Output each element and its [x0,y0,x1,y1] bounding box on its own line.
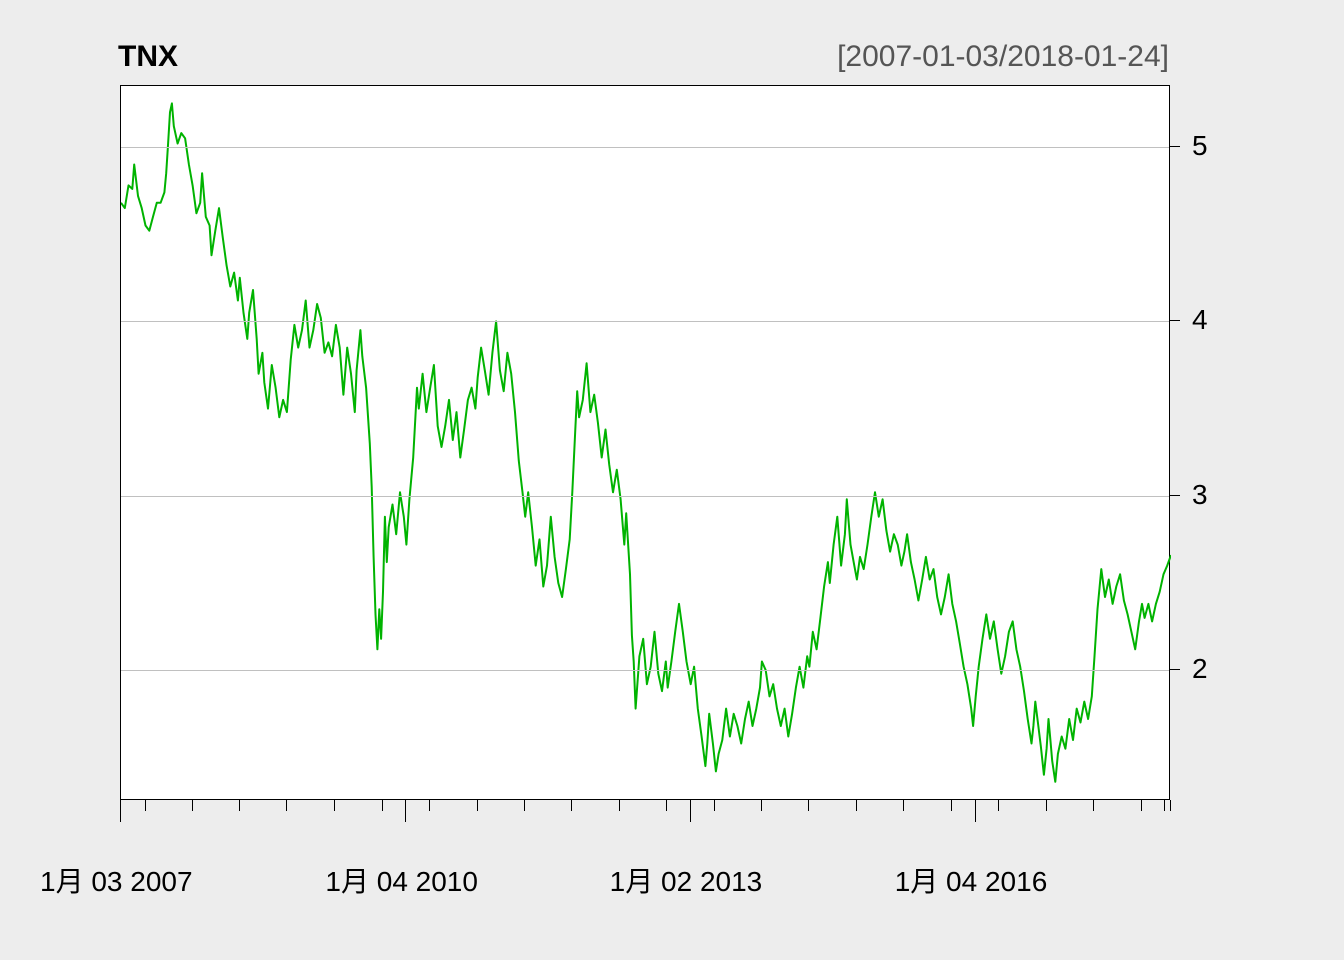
x-major-tick [405,800,406,822]
y-tick-label: 2 [1192,653,1208,685]
x-minor-tick [1170,800,1171,811]
chart-title-left: TNX [118,40,178,74]
x-minor-tick [619,800,620,811]
x-minor-tick [334,800,335,811]
y-tick-label: 3 [1192,479,1208,511]
gridline [121,496,1169,497]
x-minor-tick [761,800,762,811]
x-minor-tick [998,800,999,811]
x-tick-label: 1月 04 2010 [325,860,478,900]
y-tick [1170,669,1180,670]
chart-container: TNX [2007-01-03/2018-01-24] 2 3 4 5 1月 03 20… [0,0,1344,960]
chart-title-right: [2007-01-03/2018-01-24] [837,40,1169,74]
gridline [121,147,1169,148]
gridline [121,321,1169,322]
plot-panel [120,85,1170,800]
x-minor-tick [1046,800,1047,811]
x-minor-tick [808,800,809,811]
x-minor-tick [1141,800,1142,811]
x-minor-tick [1093,800,1094,811]
x-minor-tick [477,800,478,811]
x-minor-tick [286,800,287,811]
x-minor-tick [429,800,430,811]
y-tick [1170,146,1180,147]
y-tick-label: 5 [1192,130,1208,162]
x-minor-tick [524,800,525,811]
x-major-tick [690,800,691,822]
x-minor-tick [856,800,857,811]
tnx-line [121,103,1171,781]
y-tick [1170,495,1180,496]
x-minor-tick [571,800,572,811]
y-tick [1170,320,1180,321]
x-minor-tick [239,800,240,811]
x-major-tick [975,800,976,822]
x-minor-tick [951,800,952,811]
x-tick-label: 1月 02 2013 [610,860,763,900]
x-minor-tick [192,800,193,811]
y-tick-label: 4 [1192,304,1208,336]
x-minor-tick [145,800,146,811]
x-tick-label: 1月 03 2007 [40,860,193,900]
x-minor-tick [903,800,904,811]
x-major-tick [120,800,121,822]
x-minor-tick [382,800,383,811]
x-minor-tick [714,800,715,811]
gridline [121,670,1169,671]
x-minor-tick [1164,800,1165,811]
line-series [121,86,1171,801]
x-minor-tick [666,800,667,811]
x-tick-label: 1月 04 2016 [895,860,1048,900]
